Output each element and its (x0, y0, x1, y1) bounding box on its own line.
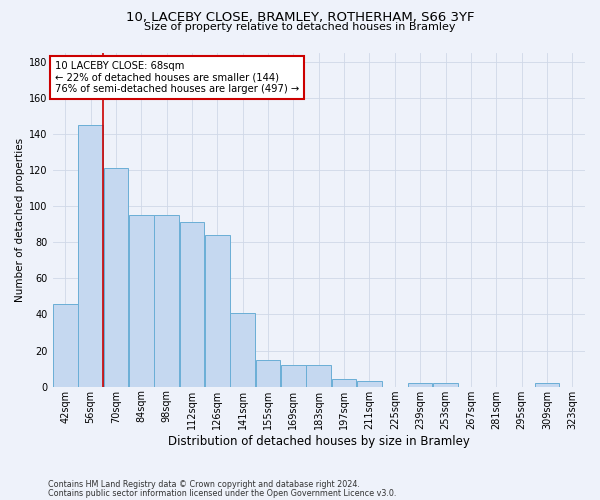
Text: 10, LACEBY CLOSE, BRAMLEY, ROTHERHAM, S66 3YF: 10, LACEBY CLOSE, BRAMLEY, ROTHERHAM, S6… (126, 11, 474, 24)
X-axis label: Distribution of detached houses by size in Bramley: Distribution of detached houses by size … (168, 434, 470, 448)
Bar (230, 312, 255, 386)
Bar (281, 365, 306, 386)
Text: Contains public sector information licensed under the Open Government Licence v3: Contains public sector information licen… (48, 488, 397, 498)
Bar (179, 222, 204, 386)
Bar (129, 215, 154, 386)
Bar (154, 215, 179, 386)
Bar (307, 365, 331, 386)
Y-axis label: Number of detached properties: Number of detached properties (15, 138, 25, 302)
Bar (78, 125, 103, 386)
Bar (205, 235, 230, 386)
Bar (332, 380, 356, 386)
Text: Contains HM Land Registry data © Crown copyright and database right 2024.: Contains HM Land Registry data © Crown c… (48, 480, 360, 489)
Text: 10 LACEBY CLOSE: 68sqm
← 22% of detached houses are smaller (144)
76% of semi-de: 10 LACEBY CLOSE: 68sqm ← 22% of detached… (55, 61, 299, 94)
Bar (408, 383, 433, 386)
Bar (256, 360, 280, 386)
Bar (104, 168, 128, 386)
Bar (357, 381, 382, 386)
Bar (535, 383, 559, 386)
Text: Size of property relative to detached houses in Bramley: Size of property relative to detached ho… (144, 22, 456, 32)
Bar (53, 304, 77, 386)
Bar (433, 383, 458, 386)
